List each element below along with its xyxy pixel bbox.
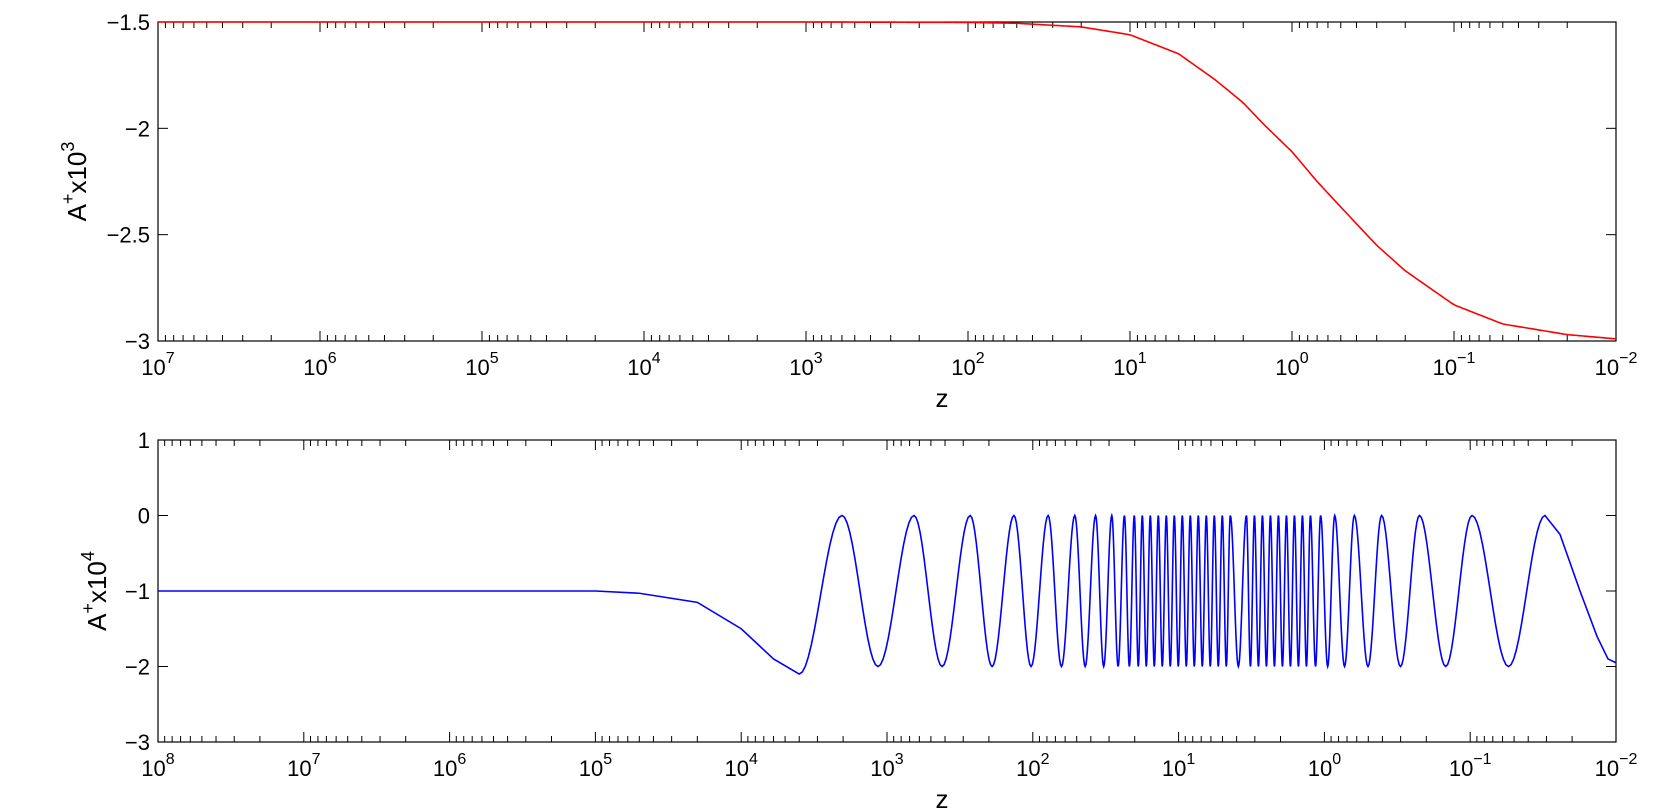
x-tick-label: 10−2 bbox=[1595, 350, 1638, 380]
y-tick-label: −2.5 bbox=[107, 223, 150, 248]
plot-frame bbox=[157, 21, 1617, 342]
x-tick-label: 104 bbox=[627, 350, 660, 380]
x-tick-label: 106 bbox=[433, 751, 466, 781]
x-tick-label: 103 bbox=[870, 751, 903, 781]
x-tick-label: 100 bbox=[1308, 751, 1341, 781]
bottom-panel: 108 107 106 105 104 103 102 101 100 10−1 10−210−1−… bbox=[78, 428, 1637, 810]
x-tick-label: 10−1 bbox=[1449, 751, 1492, 781]
y-tick-label: −2 bbox=[125, 655, 150, 680]
x-tick-label: 101 bbox=[1113, 350, 1146, 380]
y-axis-title: A+x103 bbox=[58, 142, 92, 222]
y-tick-label: 0 bbox=[138, 504, 150, 529]
x-tick-label: 105 bbox=[579, 751, 612, 781]
y-axis-title: A+x104 bbox=[78, 551, 112, 631]
x-tick-label: 102 bbox=[951, 350, 984, 380]
x-tick-label: 104 bbox=[725, 751, 758, 781]
y-tick-label: −3 bbox=[125, 329, 150, 354]
y-tick-label: −1 bbox=[125, 579, 150, 604]
y-tick-label: −2 bbox=[125, 116, 150, 141]
x-tick-label: 103 bbox=[789, 350, 822, 380]
series-line bbox=[158, 21, 1617, 340]
x-tick-label: 100 bbox=[1275, 350, 1308, 380]
y-tick-label: 1 bbox=[138, 428, 150, 453]
x-tick-label: 10−1 bbox=[1433, 350, 1476, 380]
x-axis-title: z bbox=[936, 383, 949, 413]
x-axis-title: z bbox=[936, 784, 949, 810]
top-panel: 107 106 105 104 103 102 101 100 10−1 10−2 −1.5 −2 −2… bbox=[58, 10, 1637, 413]
x-tick-label: 106 bbox=[303, 350, 336, 380]
x-tick-label: 107 bbox=[287, 751, 320, 781]
x-tick-label: 10−2 bbox=[1595, 751, 1638, 781]
y-tick-label: −1.5 bbox=[107, 10, 150, 35]
x-tick-label: 102 bbox=[1016, 751, 1049, 781]
x-tick-label: 107 bbox=[141, 350, 174, 380]
series-line bbox=[158, 512, 1617, 675]
x-tick-label: 108 bbox=[141, 751, 174, 781]
x-tick-label: 105 bbox=[465, 350, 498, 380]
y-tick-label: −3 bbox=[125, 730, 150, 755]
x-tick-label: 101 bbox=[1162, 751, 1195, 781]
